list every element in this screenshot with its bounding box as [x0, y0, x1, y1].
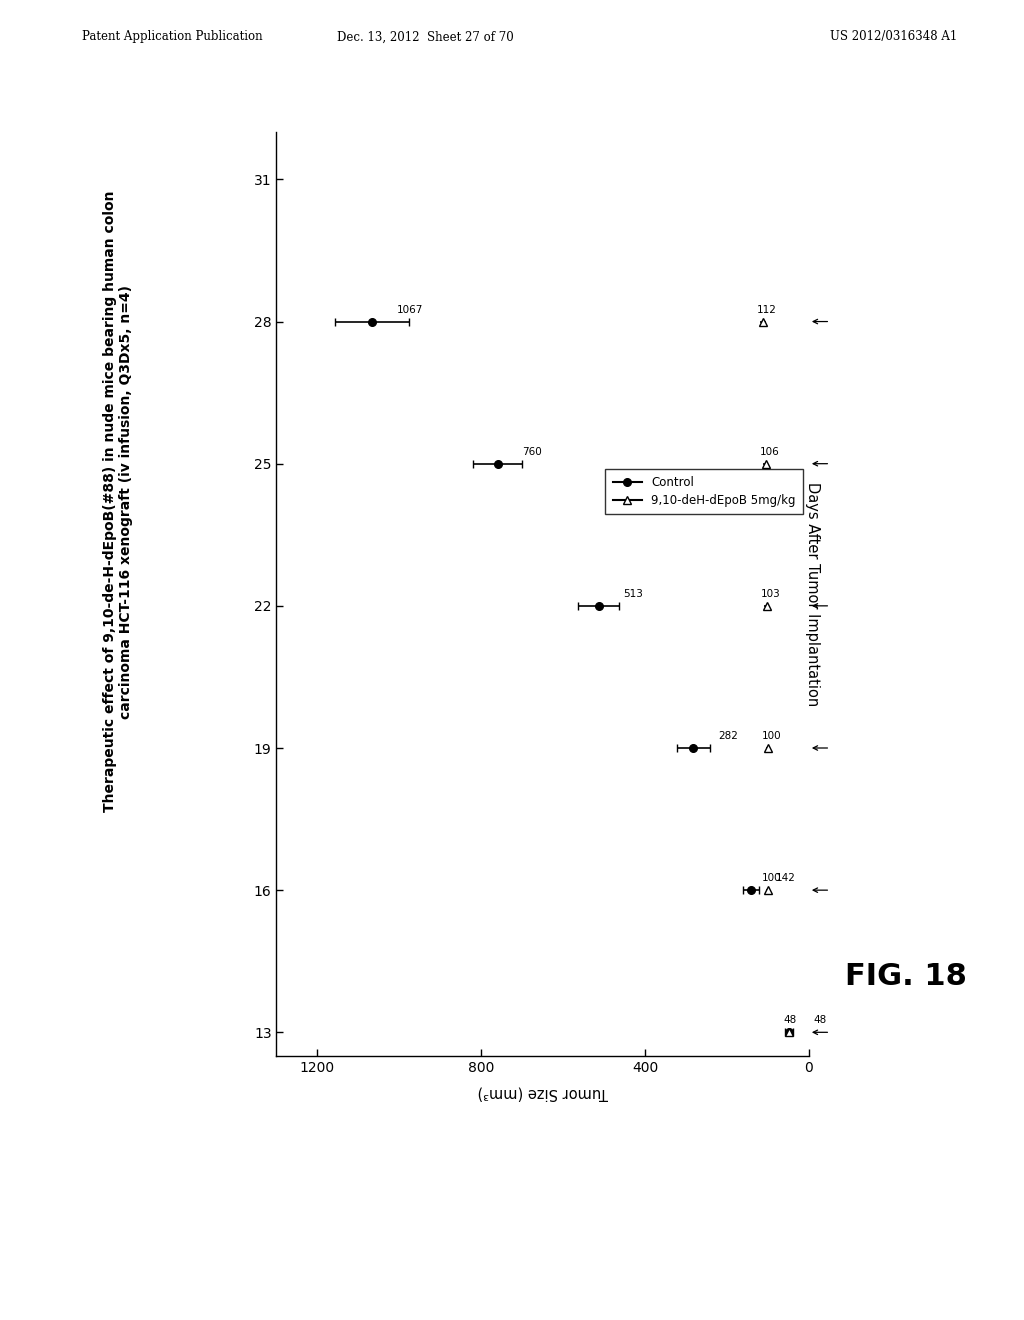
Text: FIG. 18: FIG. 18 — [845, 962, 968, 991]
Text: 112: 112 — [757, 305, 777, 314]
Text: US 2012/0316348 A1: US 2012/0316348 A1 — [830, 30, 957, 44]
Text: 760: 760 — [522, 447, 542, 457]
Text: 282: 282 — [718, 731, 738, 741]
Y-axis label: Days After Tumor Implantation: Days After Tumor Implantation — [805, 482, 820, 706]
Text: 100: 100 — [762, 731, 781, 741]
Text: 48: 48 — [783, 1015, 797, 1026]
Text: 513: 513 — [624, 589, 643, 599]
Text: 1067: 1067 — [396, 305, 423, 314]
Text: 48: 48 — [814, 1015, 827, 1026]
Legend: Control, 9,10-deH-dEpoB 5mg/kg: Control, 9,10-deH-dEpoB 5mg/kg — [605, 470, 803, 515]
Text: Dec. 13, 2012  Sheet 27 of 70: Dec. 13, 2012 Sheet 27 of 70 — [337, 30, 513, 44]
Text: Therapeutic effect of 9,10-de-H-dEpoB(#88) in nude mice bearing human colon
carc: Therapeutic effect of 9,10-de-H-dEpoB(#8… — [102, 191, 133, 812]
Text: 106: 106 — [760, 447, 779, 457]
Text: Patent Application Publication: Patent Application Publication — [82, 30, 262, 44]
Text: 103: 103 — [761, 589, 780, 599]
X-axis label: Tumor Size (mm³): Tumor Size (mm³) — [477, 1086, 608, 1101]
Text: 142: 142 — [775, 874, 796, 883]
Text: 100: 100 — [762, 874, 781, 883]
